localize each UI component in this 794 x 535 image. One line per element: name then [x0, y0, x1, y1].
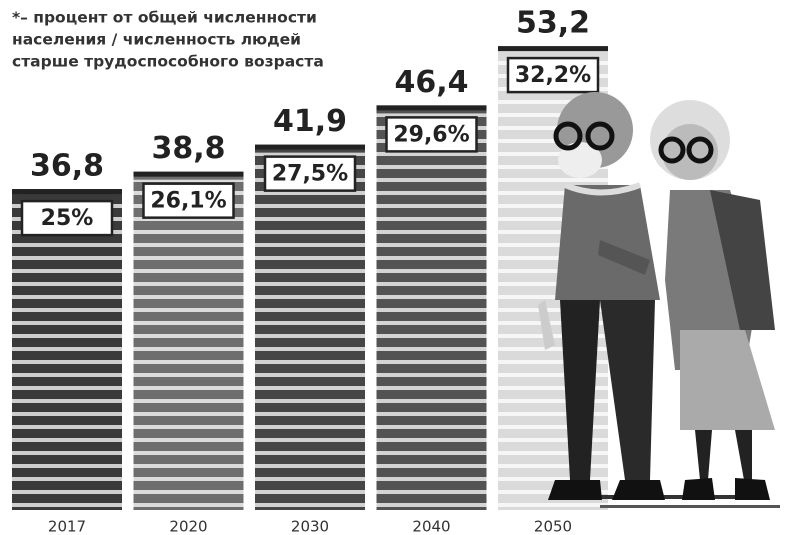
value-label: 46,4: [394, 65, 468, 100]
bar-stripes: [255, 153, 365, 510]
x-tick-label: 2020: [169, 518, 207, 535]
bar-cap: [255, 145, 365, 150]
value-label: 53,2: [516, 6, 590, 41]
illustration: [538, 92, 780, 508]
value-label: 41,9: [273, 104, 347, 139]
x-tick-label: 2030: [291, 518, 329, 535]
value-label: 36,8: [30, 149, 104, 184]
x-tick-label: 2017: [48, 518, 86, 535]
page: {"chart_data": { "type": "bar", "note": …: [0, 0, 794, 535]
bar-stripes: [12, 197, 122, 510]
note-line: *– процент от общей численности: [12, 9, 317, 27]
note-line: населения / численность людей: [12, 31, 301, 49]
bar-cap: [134, 172, 244, 177]
note: *– процент от общей численности населения…: [12, 9, 324, 71]
x-tick-label: 2040: [412, 518, 450, 535]
x-tick-label: 2050: [534, 518, 572, 535]
percent-label: 27,5%: [272, 162, 348, 187]
value-label: 38,8: [151, 131, 225, 166]
note-line: старше трудоспособного возраста: [12, 53, 324, 71]
percent-label: 25%: [41, 206, 94, 231]
percent-label: 26,1%: [150, 189, 226, 214]
bar-cap: [12, 189, 122, 194]
bar-stripes: [377, 113, 487, 510]
bar-stripes: [134, 180, 244, 510]
bars: 36,8 25% 2017 38,8 26,1% 2020 41,9 27,5% 2030 46,…: [12, 6, 608, 535]
percent-label: 29,6%: [393, 122, 469, 147]
percent-label: 32,2%: [515, 63, 591, 88]
bar-cap: [498, 46, 608, 51]
bar-cap: [377, 105, 487, 110]
chart: *– процент от общей численности населения…: [0, 0, 794, 535]
